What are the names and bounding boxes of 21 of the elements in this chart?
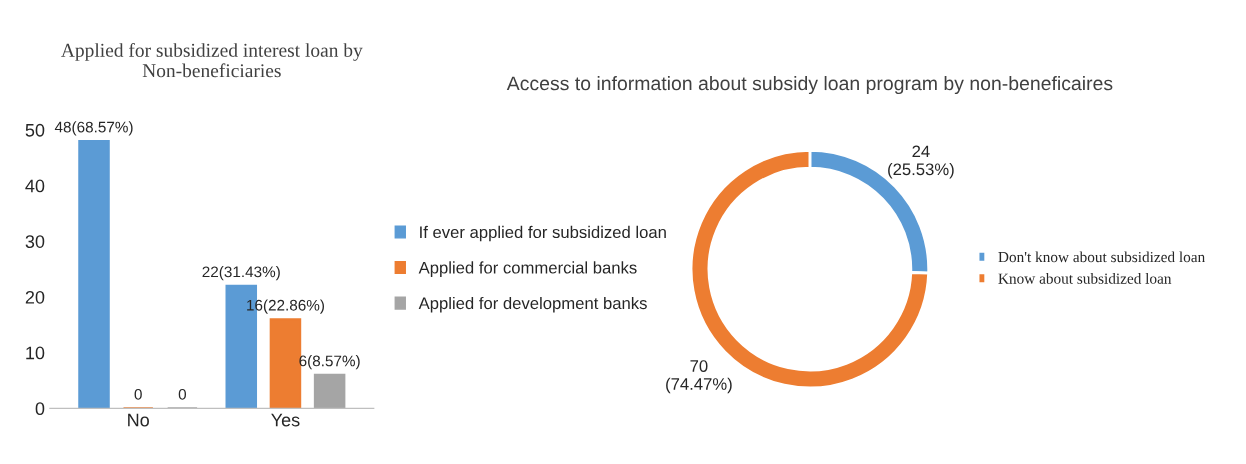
y-tick-label: 0 xyxy=(35,402,45,416)
legend-label: Applied for commercial banks xyxy=(418,261,637,277)
legend-label: Know about subsidized loan xyxy=(998,273,1172,284)
chart-title: Applied for subsidized interest loan by Non-beneficiaries xyxy=(61,42,363,78)
data-label: 70 (74.47%) xyxy=(666,360,732,394)
data-label: 0 xyxy=(134,388,142,400)
data-label: 48(68.57%) xyxy=(54,121,133,136)
y-tick-label: 10 xyxy=(26,346,45,360)
y-tick-label: 50 xyxy=(25,123,45,137)
x-tick-label: No xyxy=(128,413,149,427)
data-label: 24 (25.53%) xyxy=(888,145,954,179)
chart-title: Access to information about subsidy loan program by non-beneficaires xyxy=(506,75,1113,95)
data-label: 22(31.43%) xyxy=(202,266,280,281)
data-label: 0 xyxy=(178,388,187,400)
legend-label: Don't know about subsidized loan xyxy=(998,251,1205,263)
y-tick-label: 20 xyxy=(25,290,45,304)
y-tick-label: 30 xyxy=(25,235,45,248)
legend-label: Applied for development banks xyxy=(418,296,647,313)
legend-label: If ever applied for subsidized loan xyxy=(420,225,666,242)
y-tick-label: 40 xyxy=(25,179,45,193)
x-tick-label: Yes xyxy=(271,413,300,427)
